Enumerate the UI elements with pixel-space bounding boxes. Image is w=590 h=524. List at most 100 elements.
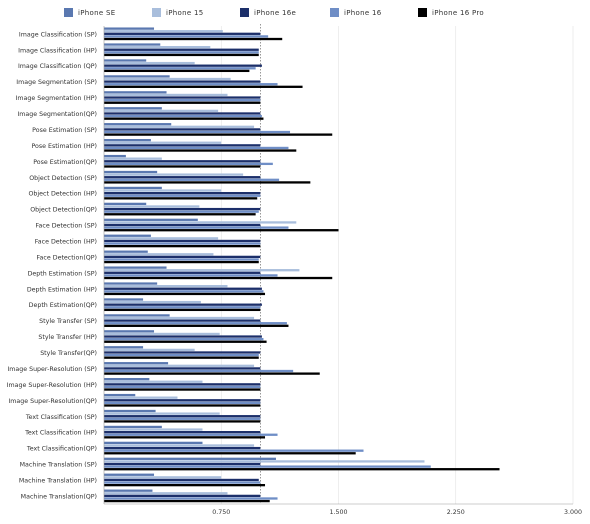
category-label: Machine Translation (SP) — [20, 462, 97, 469]
bar — [104, 457, 276, 460]
category-label: Text Classification (HP) — [24, 430, 97, 437]
legend-item: iPhone 16 — [330, 8, 381, 17]
bar — [104, 207, 261, 211]
bar — [104, 436, 266, 439]
bar — [104, 139, 151, 142]
bar — [104, 43, 161, 46]
bar — [104, 221, 297, 224]
category-label: Style Transfer (SP) — [39, 318, 97, 325]
category-label: Pose Estimation (HP) — [31, 143, 97, 150]
bar — [104, 412, 220, 415]
bar — [104, 460, 425, 463]
bar — [104, 353, 259, 357]
bar — [104, 324, 289, 327]
x-tick-label: 1.500 — [329, 509, 347, 516]
bar — [104, 194, 261, 197]
bar — [104, 260, 259, 264]
bar — [104, 303, 262, 306]
bar — [104, 165, 261, 168]
bar — [104, 316, 255, 320]
category-label: Image Classification (QP) — [18, 63, 97, 70]
bar — [104, 287, 262, 290]
bar — [104, 308, 261, 312]
category-label: Style Transfer (HP) — [38, 334, 97, 341]
bar — [104, 141, 222, 144]
bar — [104, 401, 261, 405]
bar — [104, 178, 280, 181]
bar — [104, 253, 214, 256]
bar — [104, 101, 261, 104]
bar — [104, 364, 255, 367]
bar — [104, 186, 162, 190]
bar — [104, 37, 283, 41]
category-label: Image Super-Resolution (HP) — [7, 382, 97, 389]
bar — [104, 226, 289, 229]
bar — [104, 274, 278, 277]
bar — [104, 285, 228, 288]
category-label: Text Classification (SP) — [25, 414, 97, 421]
category-label: Style Transfer(QP) — [40, 350, 97, 357]
bar — [104, 189, 222, 192]
bar — [104, 146, 289, 150]
legend-label: iPhone 16 — [344, 8, 382, 17]
bar — [104, 130, 291, 134]
legend-swatch — [64, 8, 73, 17]
bar — [104, 399, 261, 402]
legend-label: iPhone SE — [78, 8, 116, 17]
bar — [104, 109, 219, 113]
bar — [104, 292, 266, 296]
category-label: Machine Translation(QP) — [21, 493, 97, 500]
bar — [104, 202, 147, 206]
category-label: Face Detection (HP) — [35, 239, 97, 246]
bar — [104, 30, 223, 33]
bar — [104, 192, 261, 195]
bar — [104, 330, 155, 333]
bar — [104, 35, 269, 38]
bar — [104, 162, 273, 166]
bar — [104, 478, 259, 482]
bar — [104, 266, 167, 269]
bar — [104, 298, 144, 301]
bar — [104, 218, 198, 221]
category-label: Image Segmentation (HP) — [16, 95, 97, 102]
bar — [104, 245, 261, 248]
bar — [104, 332, 220, 336]
bar — [104, 46, 211, 49]
bar — [104, 59, 147, 62]
category-label: Object Detection (SP) — [29, 175, 97, 182]
legend-label: iPhone 16e — [254, 8, 297, 17]
bar — [104, 223, 261, 227]
bar — [104, 444, 255, 447]
bar — [104, 61, 195, 65]
bar — [104, 271, 261, 274]
bar — [104, 481, 261, 484]
bar — [104, 83, 278, 86]
legend-item: iPhone 16 Pro — [418, 8, 484, 17]
bar — [104, 234, 151, 237]
bar — [104, 276, 333, 280]
bar — [104, 75, 170, 78]
bar — [104, 32, 261, 35]
bar — [104, 258, 259, 261]
category-label: Image Super-Resolution(QP) — [8, 398, 97, 405]
bar — [104, 237, 219, 240]
bar — [104, 314, 170, 317]
bar — [104, 85, 303, 88]
bar — [104, 125, 255, 128]
bar — [104, 173, 244, 176]
bar — [104, 446, 261, 450]
bar — [104, 441, 203, 445]
bar — [104, 107, 162, 110]
x-tick-label: 0.750 — [212, 509, 230, 516]
bar — [104, 269, 300, 272]
bar — [104, 255, 261, 259]
bar — [104, 431, 261, 434]
bar — [104, 372, 320, 375]
x-tick-label: 2.250 — [447, 509, 465, 516]
bar — [104, 210, 259, 213]
bar — [104, 484, 266, 487]
bar — [104, 499, 270, 503]
bar — [104, 335, 262, 338]
bar — [104, 351, 261, 354]
